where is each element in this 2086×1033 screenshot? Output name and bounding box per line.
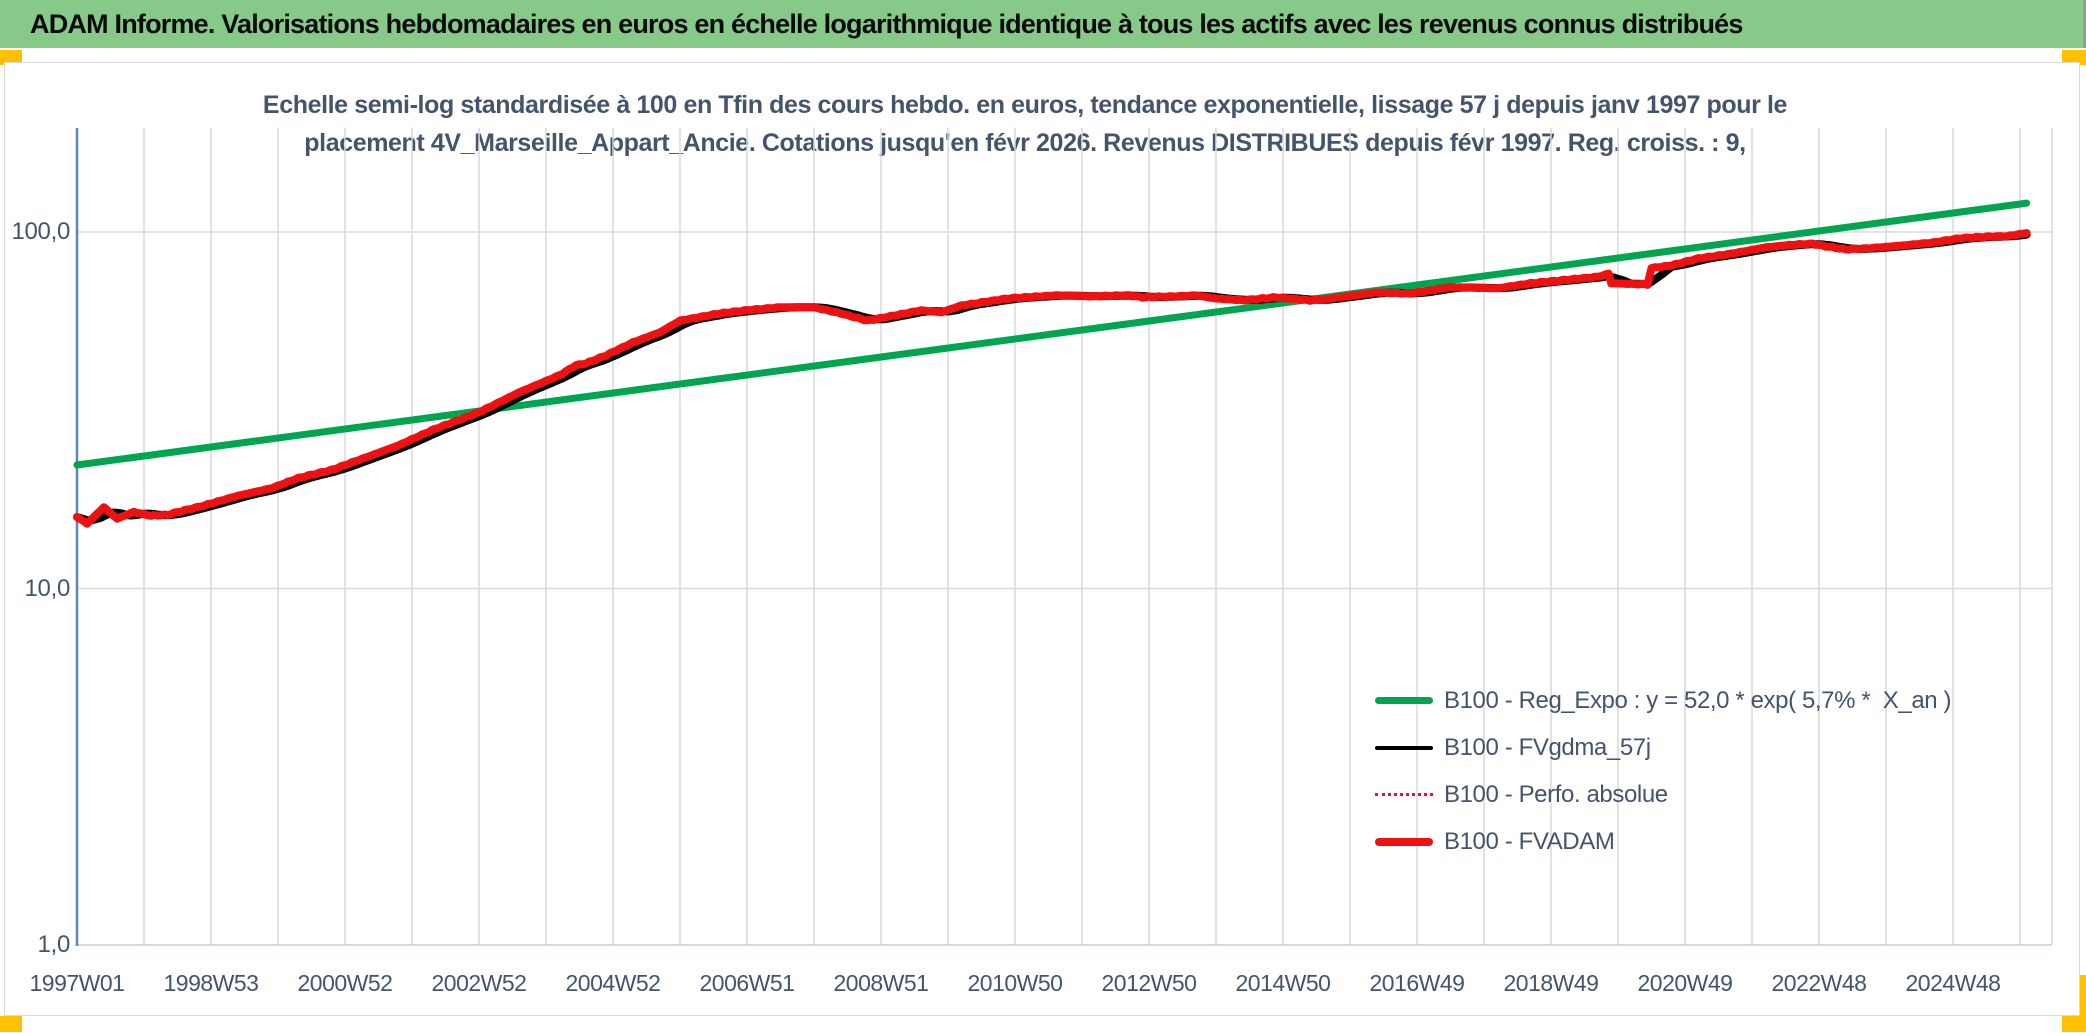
series-line-b100-fvgdma-57j: [73, 230, 2031, 525]
x-axis-tick-label: 2002W52: [431, 970, 527, 996]
legend-label: B100 - Perfo. absolue: [1444, 780, 1668, 808]
legend-item: B100 - FVADAM: [1375, 818, 1951, 865]
chart-subtitle: Echelle semi-log standardisée à 100 en T…: [85, 86, 1965, 162]
legend-item: B100 - Perfo. absolue: [1375, 771, 1951, 818]
chart-legend: B100 - Reg_Expo : y = 52,0 * exp( 5,7% *…: [1375, 677, 1952, 865]
gold-marker-top-right: [2062, 50, 2086, 65]
y-axis-tick-label: 10,0: [24, 574, 70, 602]
legend-swatch-dotted-line: [1375, 793, 1433, 796]
series-line-b100-perfo-absolue: [75, 231, 2028, 526]
x-axis-tick-label: 2024W48: [1905, 970, 2001, 996]
x-axis-tick-label: 2014W50: [1235, 970, 1331, 996]
legend-swatch-line: [1375, 697, 1433, 704]
y-axis-tick-label: 100,0: [11, 218, 70, 245]
chart-subtitle-line2: placement 4V_Marseille_Appart_Ancie. Cot…: [304, 129, 1746, 157]
x-axis-tick-label: 2020W49: [1637, 970, 1733, 996]
series-line-b100-fvadam: [73, 229, 2031, 528]
gold-marker-right-edge: [2076, 975, 2086, 1020]
window-edge-sliver: [2083, 0, 2086, 48]
legend-item: B100 - FVgdma_57j: [1375, 724, 1951, 771]
y-axis-tick-label: 1,0: [37, 931, 71, 958]
legend-label: B100 - FVgdma_57j: [1444, 733, 1651, 761]
legend-label: B100 - FVADAM: [1444, 827, 1615, 855]
x-axis-tick-label: 2022W48: [1771, 970, 1867, 996]
x-axis-tick-label: 2006W51: [699, 970, 795, 996]
chart-subtitle-line1: Echelle semi-log standardisée à 100 en T…: [262, 91, 1788, 119]
x-axis-tick-label: 2000W52: [297, 970, 393, 996]
legend-label: B100 - Reg_Expo : y = 52,0 * exp( 5,7% *…: [1444, 686, 1952, 714]
legend-item: B100 - Reg_Expo : y = 52,0 * exp( 5,7% *…: [1375, 677, 1952, 724]
gold-marker-top-left: [0, 50, 22, 65]
header-bar: ADAM Informe. Valorisations hebdomadaire…: [0, 0, 2083, 48]
page-title: ADAM Informe. Valorisations hebdomadaire…: [30, 8, 1743, 39]
series-lines: [73, 199, 2031, 528]
x-axis-tick-label: 2016W49: [1369, 970, 1465, 996]
legend-swatch-line: [1375, 745, 1433, 750]
x-axis-tick-label: 2004W52: [565, 970, 661, 996]
x-axis-tick-label: 2008W51: [833, 970, 929, 996]
gold-marker-bottom-right: [2062, 1016, 2086, 1032]
series-line-b100-reg-expo-y-52-0-exp-5-7-x-an-: [73, 199, 2031, 469]
x-axis-tick-label: 2018W49: [1503, 970, 1599, 996]
legend-swatch-line: [1375, 837, 1433, 846]
x-axis-tick-label: 2010W50: [967, 970, 1063, 996]
x-axis-tick-label: 1997W01: [29, 970, 125, 996]
gold-marker-bottom-left: [0, 1016, 22, 1032]
axes: [75, 128, 2052, 946]
x-axis-tick-label: 2012W50: [1101, 970, 1197, 996]
chart-frame: [4, 62, 2080, 1016]
x-axis-tick-label: 1998W53: [163, 970, 259, 996]
